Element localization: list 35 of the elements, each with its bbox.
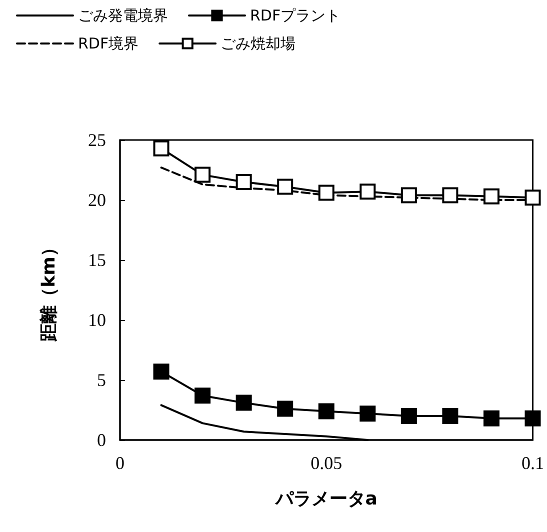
y-tick-label: 20 [88,190,106,210]
point [400,408,417,424]
point [442,187,458,204]
point [442,408,458,424]
legend-label: ごみ発電境界 [78,6,168,24]
point [194,388,211,404]
point [318,403,334,420]
point [360,184,376,200]
point [277,178,294,195]
legend-label: RDF境界 [78,34,139,52]
point [483,410,500,426]
y-tick-label: 15 [88,250,106,270]
point [524,410,541,426]
y-tick-label: 5 [97,370,106,390]
point [483,188,500,204]
point [236,174,252,190]
x-tick-label: 0 [116,453,124,473]
point [360,406,376,422]
point [400,187,417,204]
point [236,394,252,411]
point [277,400,294,417]
point [153,140,170,156]
x-tick-label: 0.1 [522,453,544,473]
legend-label: ごみ焼却場 [220,34,296,52]
point [153,364,170,380]
point [318,184,334,201]
y-tick-label: 0 [97,430,106,450]
x-axis-title: パラメータa [274,488,378,510]
x-tick-label: 0.05 [310,453,342,473]
point [524,190,541,206]
y-axis-title: 距離（km） [38,238,60,342]
legend-label: RDFプラント [250,6,341,24]
y-tick-label: 25 [88,130,106,150]
point [194,166,211,183]
y-tick-label: 10 [88,310,106,330]
